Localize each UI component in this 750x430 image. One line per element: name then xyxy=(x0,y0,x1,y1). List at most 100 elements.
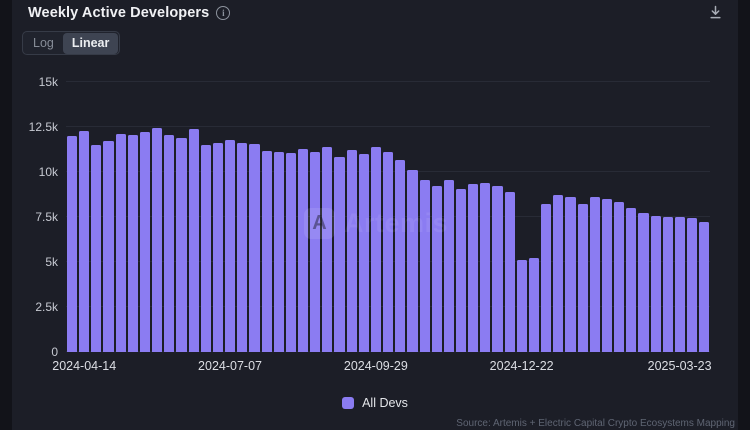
bar-2024-09-22[interactable] xyxy=(358,154,369,352)
bar-2025-01-26[interactable] xyxy=(577,203,588,352)
legend-label: All Devs xyxy=(362,396,408,410)
plot-area: A Artemis xyxy=(66,81,710,352)
bar-2024-07-07[interactable] xyxy=(225,139,236,352)
bar-2024-05-26[interactable] xyxy=(152,127,163,352)
bar-slot xyxy=(650,82,662,352)
bar-2024-06-16[interactable] xyxy=(188,128,199,352)
bar-2025-03-16[interactable] xyxy=(662,217,673,352)
bar-2024-12-08[interactable] xyxy=(492,185,503,352)
bar-slot xyxy=(382,82,394,352)
bar-2024-05-12[interactable] xyxy=(127,135,138,352)
bar-2025-03-30[interactable] xyxy=(686,217,698,352)
bar-slot xyxy=(552,82,564,352)
bar-2024-04-28[interactable] xyxy=(103,140,114,352)
bar-2024-09-01[interactable] xyxy=(322,146,333,352)
bar-2025-03-09[interactable] xyxy=(650,216,661,352)
bar-slot xyxy=(90,82,102,352)
bar-2024-11-24[interactable] xyxy=(468,183,479,352)
bar-2025-01-05[interactable] xyxy=(541,204,552,352)
bar-2024-08-18[interactable] xyxy=(297,148,309,352)
bar-slot xyxy=(346,82,358,352)
bar-slot xyxy=(419,82,431,352)
bar-2024-08-04[interactable] xyxy=(273,152,284,352)
bar-2024-08-11[interactable] xyxy=(285,153,296,352)
bar-2025-02-02[interactable] xyxy=(589,197,600,352)
download-icon[interactable] xyxy=(706,3,724,21)
legend-item-all-devs[interactable]: All Devs xyxy=(342,396,408,410)
bar-2025-03-23[interactable] xyxy=(674,217,685,352)
bar-2024-09-15[interactable] xyxy=(346,150,357,352)
bar-2024-12-01[interactable] xyxy=(480,182,491,352)
chart-header: Weekly Active Developers i xyxy=(28,5,231,21)
bar-slot xyxy=(601,82,613,352)
bar-2024-04-14[interactable] xyxy=(79,130,90,352)
bar-2024-09-08[interactable] xyxy=(334,156,345,352)
bar-2024-06-30[interactable] xyxy=(212,143,224,352)
bar-slot xyxy=(613,82,625,352)
bar-2024-07-21[interactable] xyxy=(249,144,260,352)
bar-slot xyxy=(516,82,528,352)
bar-2024-06-02[interactable] xyxy=(164,135,175,352)
bar-2025-02-16[interactable] xyxy=(614,201,625,352)
bars-layer xyxy=(66,82,710,352)
bar-2024-10-20[interactable] xyxy=(407,170,418,352)
gridline xyxy=(66,81,710,82)
bar-slot xyxy=(248,82,260,352)
bar-2024-12-29[interactable] xyxy=(528,258,540,352)
bar-2024-10-13[interactable] xyxy=(395,160,406,352)
bar-slot xyxy=(333,82,345,352)
bar-slot xyxy=(370,82,382,352)
bar-slot xyxy=(406,82,418,352)
bar-2024-11-03[interactable] xyxy=(431,186,442,352)
bar-2024-07-28[interactable] xyxy=(261,151,272,352)
bar-slot xyxy=(394,82,406,352)
bar-2024-09-29[interactable] xyxy=(370,146,382,352)
bar-slot xyxy=(175,82,187,352)
bar-2025-03-02[interactable] xyxy=(638,213,649,352)
x-tick-label: 2024-09-29 xyxy=(343,359,408,373)
bar-2024-06-23[interactable] xyxy=(200,145,211,352)
bar-slot xyxy=(151,82,163,352)
bar-2024-12-15[interactable] xyxy=(504,191,515,352)
bar-slot xyxy=(637,82,649,352)
bar-slot xyxy=(540,82,552,352)
bar-2025-01-19[interactable] xyxy=(565,197,576,352)
bar-slot xyxy=(674,82,686,352)
bar-slot xyxy=(297,82,309,352)
bar-2025-04-06[interactable] xyxy=(699,221,710,352)
bar-2024-06-09[interactable] xyxy=(176,137,187,352)
bar-2024-12-22[interactable] xyxy=(516,260,527,352)
bar-slot xyxy=(115,82,127,352)
bar-2025-02-09[interactable] xyxy=(601,199,613,352)
bar-slot xyxy=(431,82,443,352)
bar-2024-04-07[interactable] xyxy=(67,136,78,352)
bar-slot xyxy=(285,82,297,352)
y-tick-label: 12.5k xyxy=(28,120,58,134)
y-axis: 0 2.5k 5k 7.5k 10k 12.5k 15k xyxy=(12,75,58,359)
bar-2024-07-14[interactable] xyxy=(237,143,248,352)
bar-2024-10-27[interactable] xyxy=(419,180,430,352)
legend-swatch-icon xyxy=(342,397,355,409)
bar-2024-08-25[interactable] xyxy=(310,152,321,352)
bar-2025-02-23[interactable] xyxy=(626,208,637,352)
bar-2024-05-05[interactable] xyxy=(115,134,126,352)
source-attribution: Source: Artemis + Electric Capital Crypt… xyxy=(456,418,735,429)
bar-2024-05-19[interactable] xyxy=(139,132,151,352)
bar-2024-04-21[interactable] xyxy=(91,145,102,352)
y-tick-label: 10k xyxy=(38,165,58,180)
gridline xyxy=(66,126,710,127)
bar-slot xyxy=(224,82,236,352)
info-circle-icon[interactable]: i xyxy=(216,6,231,20)
x-axis: 2024-04-14 2024-07-07 2024-09-29 2024-12-22… xyxy=(52,359,711,377)
bar-slot xyxy=(102,82,114,352)
scale-toggle-log[interactable]: Log xyxy=(33,35,54,50)
x-tick-label: 2024-04-14 xyxy=(52,359,117,373)
bar-2024-11-17[interactable] xyxy=(456,189,467,352)
scale-toggle-linear[interactable]: Linear xyxy=(62,32,119,54)
bar-2024-10-06[interactable] xyxy=(383,152,394,352)
bar-slot xyxy=(261,82,273,352)
y-tick-label: 0 xyxy=(51,345,58,359)
bar-slot xyxy=(188,82,200,352)
bar-2024-11-10[interactable] xyxy=(443,180,454,352)
bar-2025-01-12[interactable] xyxy=(553,195,564,352)
